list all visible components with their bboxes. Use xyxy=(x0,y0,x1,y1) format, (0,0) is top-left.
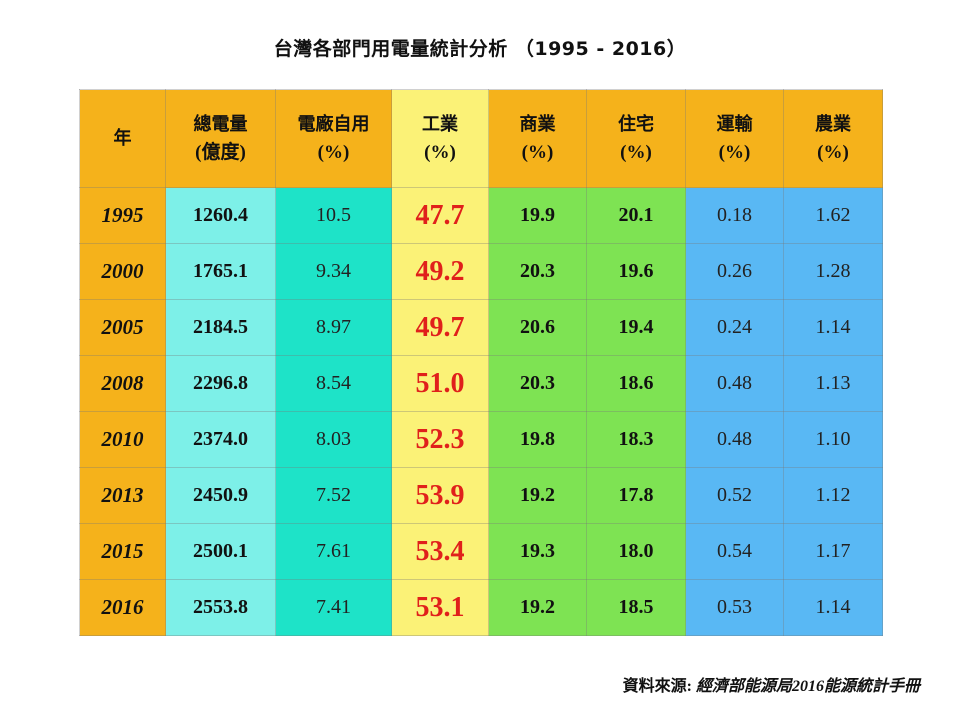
commerce-cell: 20.3 xyxy=(488,243,587,300)
year-cell: 2005 xyxy=(79,299,166,356)
residential-cell: 19.6 xyxy=(586,243,686,300)
transport-cell: 0.26 xyxy=(685,243,784,300)
total-cell: 1260.4 xyxy=(165,187,276,244)
residential-cell: 18.0 xyxy=(586,523,686,580)
residential-cell: 20.1 xyxy=(586,187,686,244)
total-cell: 1765.1 xyxy=(165,243,276,300)
table-row: 2010 2374.0 8.03 52.3 19.8 18.3 0.48 1.1… xyxy=(79,411,883,468)
table-row: 2008 2296.8 8.54 51.0 20.3 18.6 0.48 1.1… xyxy=(79,355,883,412)
table-row: 2000 1765.1 9.34 49.2 20.3 19.6 0.26 1.2… xyxy=(79,243,883,300)
residential-cell: 18.6 xyxy=(586,355,686,412)
industry-cell: 49.7 xyxy=(391,299,489,356)
table-row: 2005 2184.5 8.97 49.7 20.6 19.4 0.24 1.1… xyxy=(79,299,883,356)
agriculture-cell: 1.12 xyxy=(783,467,883,524)
residential-cell: 19.4 xyxy=(586,299,686,356)
year-cell: 2015 xyxy=(79,523,166,580)
table-row: 2013 2450.9 7.52 53.9 19.2 17.8 0.52 1.1… xyxy=(79,467,883,524)
source-label: 資料來源: xyxy=(622,678,696,695)
total-cell: 2374.0 xyxy=(165,411,276,468)
agriculture-cell: 1.13 xyxy=(783,355,883,412)
transport-cell: 0.18 xyxy=(685,187,784,244)
self-use-cell: 10.5 xyxy=(275,187,392,244)
column-header-total: 總電量 (億度) xyxy=(165,89,276,188)
transport-cell: 0.24 xyxy=(685,299,784,356)
column-header-industry: 工業 (%) xyxy=(391,89,489,188)
self-use-cell: 7.41 xyxy=(275,579,392,636)
residential-cell: 18.5 xyxy=(586,579,686,636)
column-header-transport: 運輸 (%) xyxy=(685,89,784,188)
column-header-agriculture: 農業 (%) xyxy=(783,89,883,188)
commerce-cell: 20.3 xyxy=(488,355,587,412)
self-use-cell: 8.54 xyxy=(275,355,392,412)
agriculture-cell: 1.62 xyxy=(783,187,883,244)
electricity-table: 年 總電量 (億度) 電廠自用 (%) 工業 (%) 商業 (%) 住宅 (%) xyxy=(79,89,883,636)
transport-cell: 0.48 xyxy=(685,411,784,468)
total-cell: 2553.8 xyxy=(165,579,276,636)
industry-cell: 53.1 xyxy=(391,579,489,636)
transport-cell: 0.48 xyxy=(685,355,784,412)
total-cell: 2184.5 xyxy=(165,299,276,356)
table-header-row: 年 總電量 (億度) 電廠自用 (%) 工業 (%) 商業 (%) 住宅 (%) xyxy=(79,89,883,188)
residential-cell: 17.8 xyxy=(586,467,686,524)
transport-cell: 0.52 xyxy=(685,467,784,524)
source-note: 資料來源: 經濟部能源局2016能源統計手冊 xyxy=(623,672,920,696)
agriculture-cell: 1.28 xyxy=(783,243,883,300)
agriculture-cell: 1.17 xyxy=(783,523,883,580)
table-row: 2015 2500.1 7.61 53.4 19.3 18.0 0.54 1.1… xyxy=(79,523,883,580)
column-header-year: 年 xyxy=(79,89,166,188)
total-cell: 2500.1 xyxy=(165,523,276,580)
transport-cell: 0.53 xyxy=(685,579,784,636)
year-cell: 2000 xyxy=(79,243,166,300)
column-header-commerce: 商業 (%) xyxy=(488,89,587,188)
self-use-cell: 8.03 xyxy=(275,411,392,468)
source-publication: 經濟部能源局2016能源統計手冊 xyxy=(695,678,920,695)
commerce-cell: 19.9 xyxy=(488,187,587,244)
year-cell: 2016 xyxy=(79,579,166,636)
commerce-cell: 20.6 xyxy=(488,299,587,356)
industry-cell: 49.2 xyxy=(391,243,489,300)
commerce-cell: 19.2 xyxy=(488,579,587,636)
residential-cell: 18.3 xyxy=(586,411,686,468)
self-use-cell: 8.97 xyxy=(275,299,392,356)
agriculture-cell: 1.14 xyxy=(783,299,883,356)
industry-cell: 47.7 xyxy=(391,187,489,244)
self-use-cell: 7.52 xyxy=(275,467,392,524)
page-title: 台灣各部門用電量統計分析 （1995 - 2016） xyxy=(273,38,687,60)
total-cell: 2450.9 xyxy=(165,467,276,524)
industry-cell: 53.4 xyxy=(391,523,489,580)
agriculture-cell: 1.14 xyxy=(783,579,883,636)
industry-cell: 51.0 xyxy=(391,355,489,412)
agriculture-cell: 1.10 xyxy=(783,411,883,468)
industry-cell: 53.9 xyxy=(391,467,489,524)
commerce-cell: 19.8 xyxy=(488,411,587,468)
year-cell: 1995 xyxy=(79,187,166,244)
industry-cell: 52.3 xyxy=(391,411,489,468)
commerce-cell: 19.3 xyxy=(488,523,587,580)
table-row: 1995 1260.4 10.5 47.7 19.9 20.1 0.18 1.6… xyxy=(79,187,883,244)
year-cell: 2013 xyxy=(79,467,166,524)
year-cell: 2010 xyxy=(79,411,166,468)
column-header-residential: 住宅 (%) xyxy=(586,89,686,188)
transport-cell: 0.54 xyxy=(685,523,784,580)
table-row: 2016 2553.8 7.41 53.1 19.2 18.5 0.53 1.1… xyxy=(79,579,883,636)
self-use-cell: 7.61 xyxy=(275,523,392,580)
self-use-cell: 9.34 xyxy=(275,243,392,300)
column-header-self-use: 電廠自用 (%) xyxy=(275,89,392,188)
year-cell: 2008 xyxy=(79,355,166,412)
total-cell: 2296.8 xyxy=(165,355,276,412)
commerce-cell: 19.2 xyxy=(488,467,587,524)
